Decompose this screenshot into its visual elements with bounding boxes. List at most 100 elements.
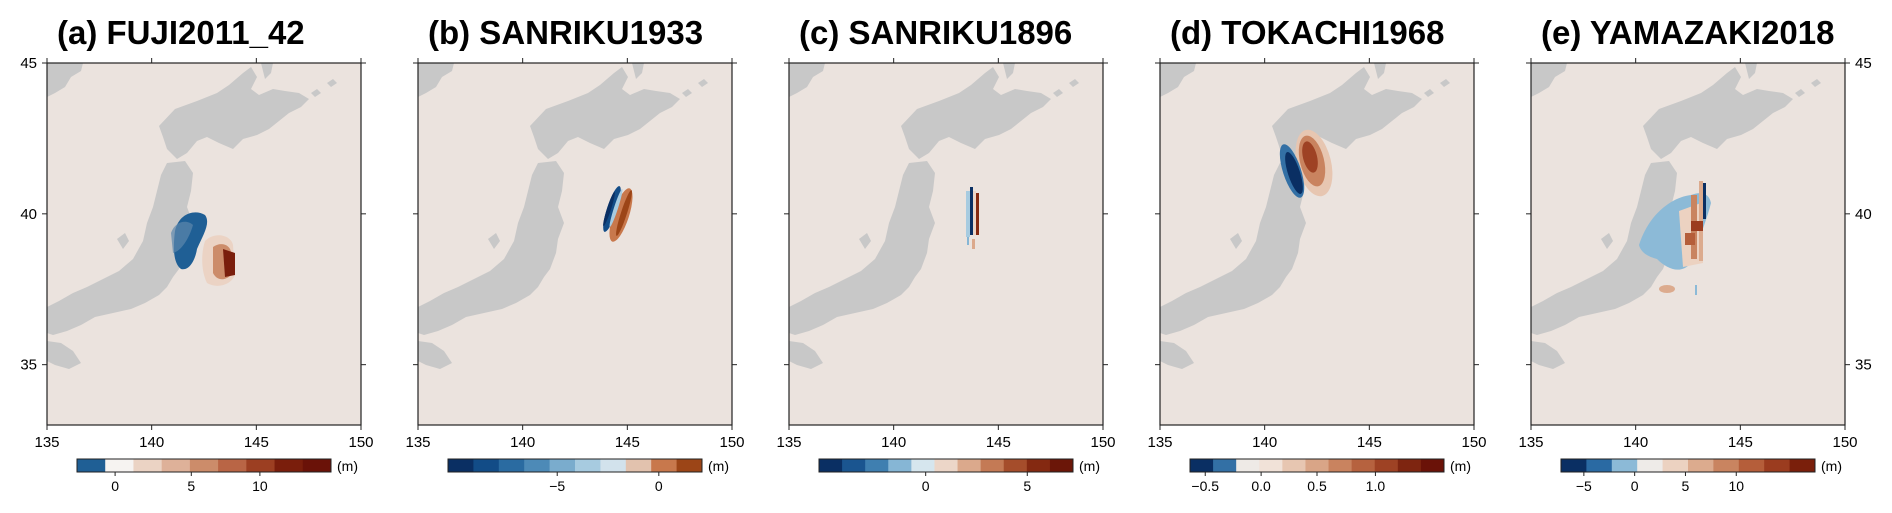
- colorbar-swatch: [600, 459, 627, 472]
- y-tick-label: 40: [20, 206, 37, 223]
- deformation-patch: [966, 191, 970, 237]
- colorbar: (m) −0.5 0.0 0.5 1.0: [1189, 458, 1471, 494]
- colorbar-swatch: [934, 459, 959, 472]
- colorbar-swatch: [842, 459, 866, 472]
- deformation-patch: [1703, 183, 1706, 219]
- x-tick-label: 135: [34, 434, 59, 451]
- x-tick-label: 150: [1461, 434, 1486, 451]
- colorbar-tick-label: 5: [187, 478, 195, 494]
- map-frame: [417, 62, 733, 426]
- colorbar-tick-label: 0.0: [1251, 478, 1271, 494]
- x-tick-label: 140: [1623, 434, 1648, 451]
- colorbar-swatch: [1026, 459, 1051, 472]
- x-tick-label: 135: [1518, 434, 1543, 451]
- colorbar-tick-label: 5: [1023, 478, 1031, 494]
- colorbar: (m) −5 0 5 10: [1560, 458, 1842, 494]
- colorbar-swatch: [105, 459, 134, 472]
- panel-2: (b) SANRIKU1933 135 140 145 150 (m) −5 0: [405, 14, 744, 494]
- colorbar-swatch: [1305, 459, 1330, 472]
- colorbar-swatch: [1713, 459, 1740, 472]
- colorbar-swatch: [1688, 459, 1714, 472]
- colorbar-swatch: [274, 459, 304, 472]
- colorbar-unit: (m): [337, 458, 358, 474]
- y-tick-label-right: 40: [1855, 206, 1872, 223]
- colorbar-swatch: [911, 459, 935, 472]
- colorbar-swatch: [218, 459, 247, 472]
- x-tick-label: 135: [405, 434, 430, 451]
- colorbar-tick-label: 10: [1728, 478, 1744, 494]
- y-tick-label: 45: [20, 55, 37, 72]
- map-frame: [1159, 62, 1475, 426]
- deformation-field: [1639, 181, 1711, 295]
- colorbar-unit: (m): [1821, 458, 1842, 474]
- deformation-patch: [1685, 233, 1695, 245]
- colorbar-swatch: [448, 459, 474, 472]
- deformation-patch: [976, 193, 979, 235]
- colorbar-tick-label: −5: [549, 478, 565, 494]
- colorbar-swatch: [133, 459, 163, 472]
- deformation-patch: [967, 237, 969, 245]
- deformation-patch: [970, 187, 973, 235]
- colorbar-frame: [447, 458, 703, 473]
- panel-3: (c) SANRIKU1896 135 140 145 150 (m) 0 5: [776, 14, 1115, 494]
- deformation-patch: [1302, 141, 1318, 173]
- colorbar: (m) 0 5: [818, 458, 1100, 494]
- x-tick-label: 145: [1357, 434, 1382, 451]
- deformation-field: [1279, 129, 1333, 198]
- x-tick-label: 135: [1147, 434, 1172, 451]
- colorbar-swatch: [865, 459, 889, 472]
- deformation-patch: [223, 249, 235, 277]
- y-tick-label-right: 45: [1855, 55, 1872, 72]
- map: 135 140 145 150: [776, 58, 1116, 451]
- colorbar-swatch: [1764, 459, 1791, 472]
- colorbar-swatch: [473, 459, 500, 472]
- colorbar-swatch: [1374, 459, 1399, 472]
- colorbar-swatch: [498, 459, 525, 472]
- colorbar-tick-label: 0.5: [1307, 478, 1327, 494]
- x-tick-label: 140: [510, 434, 535, 451]
- map: 135 140 145 150: [405, 58, 745, 451]
- colorbar-swatch: [77, 459, 106, 472]
- colorbar-swatch: [549, 459, 576, 472]
- colorbar-swatch: [1611, 459, 1638, 472]
- deformation-field: [966, 187, 979, 249]
- colorbar-swatch: [1420, 459, 1445, 472]
- panel-4: (d) TOKACHI1968 135 140 145 150 (m) −0.5 0.0 0.5…: [1147, 14, 1486, 494]
- panel-title: (c) SANRIKU1896: [799, 14, 1072, 51]
- colorbar-swatch: [676, 459, 703, 472]
- colorbar-swatch: [1662, 459, 1689, 472]
- map: 135 140 145 150: [1147, 58, 1487, 451]
- colorbar-tick-label: 0: [1631, 478, 1639, 494]
- deformation-patch: [609, 188, 623, 228]
- x-tick-label: 150: [719, 434, 744, 451]
- x-tick-label: 150: [348, 434, 373, 451]
- colorbar-swatch: [161, 459, 191, 472]
- deformation-patch: [603, 186, 621, 232]
- map: 135 140 145 150 45 40 35: [1518, 55, 1871, 451]
- colorbar-swatch: [980, 459, 1005, 472]
- x-tick-label: 150: [1832, 434, 1857, 451]
- colorbar-tick-label: 0: [111, 478, 119, 494]
- colorbar-swatch: [819, 459, 843, 472]
- colorbar-tick-label: 10: [252, 478, 268, 494]
- panel-1: (a) FUJI2011_42 135 140 145 150 45 40 35 (m) 0 5 10: [20, 14, 373, 494]
- deformation-field: [603, 186, 633, 242]
- colorbar-swatch: [625, 459, 652, 472]
- deformation-patch: [171, 221, 193, 253]
- colorbar-tick-label: −0.5: [1191, 478, 1219, 494]
- colorbar-swatch: [1282, 459, 1306, 472]
- deformation-patch: [973, 191, 976, 235]
- colorbar-unit: (m): [1450, 458, 1471, 474]
- colorbar-swatch: [1003, 459, 1028, 472]
- colorbar-tick-label: 5: [1682, 478, 1690, 494]
- colorbar-tick-label: 0: [922, 478, 930, 494]
- colorbar-swatch: [1637, 459, 1664, 472]
- deformation-patch: [1659, 285, 1675, 293]
- colorbar-frame: [1560, 458, 1816, 473]
- map-frame: [788, 62, 1104, 426]
- colorbar-tick-label: 1.0: [1366, 478, 1386, 494]
- x-tick-label: 135: [776, 434, 801, 451]
- colorbar-swatch: [302, 459, 332, 472]
- y-tick-label: 35: [20, 357, 37, 374]
- colorbar: (m) 0 5 10: [76, 458, 358, 494]
